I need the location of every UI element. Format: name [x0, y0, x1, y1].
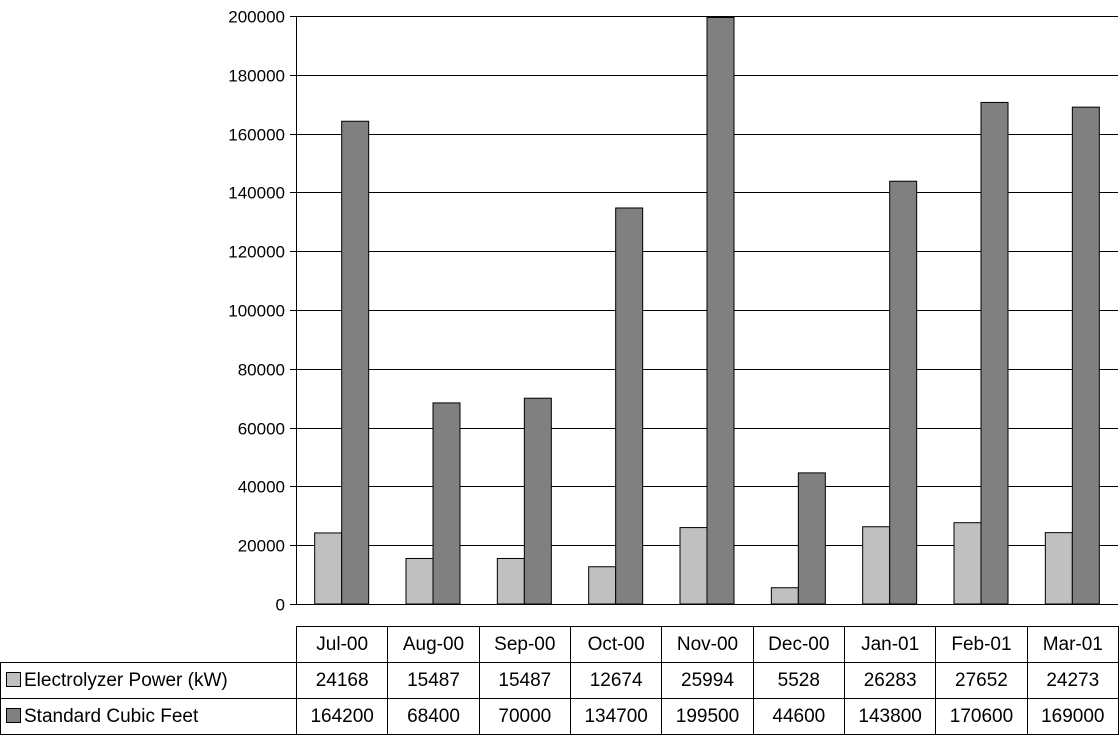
x-category-label: Feb-01 [935, 626, 1028, 663]
x-category-label: Dec-00 [752, 626, 845, 663]
bar-electrolyzer-power-kw-nov-00 [679, 527, 708, 605]
bar-standard-cubic-feet-jan-01 [889, 180, 918, 605]
data-label: 15487 [387, 662, 480, 699]
data-label: 134700 [569, 698, 663, 735]
bar-electrolyzer-power-kw-jan-01 [862, 526, 891, 605]
data-label: 199500 [661, 698, 754, 735]
legend-swatch-standard-cubic-feet [6, 707, 21, 723]
bar-electrolyzer-power-kw-aug-00 [405, 557, 434, 605]
y-tick-label: 20000 [238, 537, 285, 556]
data-table-row-standard-cubic-feet: Standard Cubic Feet 164200 68400 70000 1347… [0, 698, 1119, 735]
bar-electrolyzer-power-kw-oct-00 [588, 566, 617, 605]
data-label: 25994 [661, 662, 754, 699]
bar-electrolyzer-power-kw-sep-00 [496, 557, 525, 605]
data-label: 70000 [478, 698, 571, 735]
y-tick-label: 40000 [238, 478, 285, 497]
data-label: 15487 [478, 662, 571, 699]
y-tick-label: 0 [276, 596, 285, 615]
y-tick-label: 140000 [228, 184, 285, 203]
y-tick-label: 180000 [228, 67, 285, 86]
data-label: 5528 [752, 662, 845, 699]
x-category-label: Nov-00 [661, 626, 754, 663]
bar-electrolyzer-power-kw-dec-00 [770, 587, 799, 605]
bar-standard-cubic-feet-sep-00 [523, 397, 552, 605]
bars [314, 16, 1100, 605]
data-label: 12674 [569, 662, 663, 699]
y-tick-label: 200000 [228, 8, 285, 27]
x-category-label: Jan-01 [843, 626, 937, 663]
data-label: 27652 [935, 662, 1028, 699]
x-category-label: Jul-00 [295, 626, 389, 663]
data-table-corner [0, 626, 297, 663]
legend-entry-electrolyzer-power: Electrolyzer Power (kW) [0, 662, 297, 699]
y-tick-label: 160000 [228, 126, 285, 145]
data-label: 164200 [295, 698, 389, 735]
data-label: 169000 [1026, 698, 1119, 735]
data-table-header-row: Jul-00 Aug-00 Sep-00 Oct-00 Nov-00 Dec-00 Jan-… [0, 626, 1119, 663]
y-tick-label: 120000 [228, 243, 285, 262]
x-category-label: Aug-00 [387, 626, 480, 663]
data-label: 26283 [843, 662, 937, 699]
bar-electrolyzer-power-kw-mar-01 [1044, 532, 1073, 605]
legend-label-electrolyzer-power: Electrolyzer Power (kW) [24, 669, 228, 691]
bar-standard-cubic-feet-feb-01 [980, 101, 1009, 605]
bar-standard-cubic-feet-dec-00 [797, 472, 826, 605]
y-tick-label: 60000 [238, 420, 285, 439]
legend-swatch-electrolyzer-power [6, 671, 21, 687]
bar-electrolyzer-power-kw-jul-00 [314, 532, 343, 605]
data-label: 170600 [935, 698, 1028, 735]
bar-electrolyzer-power-kw-feb-01 [953, 522, 982, 605]
y-tick-label: 80000 [238, 361, 285, 380]
chart: 0 20000 40000 60000 80000 100000 120000 140000 1… [228, 8, 1118, 615]
y-tick-label: 100000 [228, 302, 285, 321]
data-label: 68400 [387, 698, 480, 735]
x-category-label: Oct-00 [569, 626, 663, 663]
bar-standard-cubic-feet-aug-00 [432, 402, 461, 605]
data-label: 143800 [843, 698, 937, 735]
x-category-label: Mar-01 [1026, 626, 1119, 663]
data-label: 24168 [295, 662, 389, 699]
bar-standard-cubic-feet-nov-00 [706, 16, 735, 605]
bar-standard-cubic-feet-oct-00 [615, 207, 644, 605]
data-label: 24273 [1026, 662, 1119, 699]
bar-standard-cubic-feet-mar-01 [1071, 106, 1100, 605]
data-table-row-electrolyzer-power: Electrolyzer Power (kW) 24168 15487 15487 1… [0, 662, 1119, 699]
x-category-label: Sep-00 [478, 626, 571, 663]
y-axis: 0 20000 40000 60000 80000 100000 120000 140000 1… [228, 8, 297, 615]
legend-label-standard-cubic-feet: Standard Cubic Feet [24, 705, 199, 727]
bar-standard-cubic-feet-jul-00 [341, 120, 370, 605]
legend-entry-standard-cubic-feet: Standard Cubic Feet [0, 698, 297, 735]
data-table: Jul-00 Aug-00 Sep-00 Oct-00 Nov-00 Dec-00 Jan-… [0, 626, 1119, 735]
data-label: 44600 [752, 698, 845, 735]
